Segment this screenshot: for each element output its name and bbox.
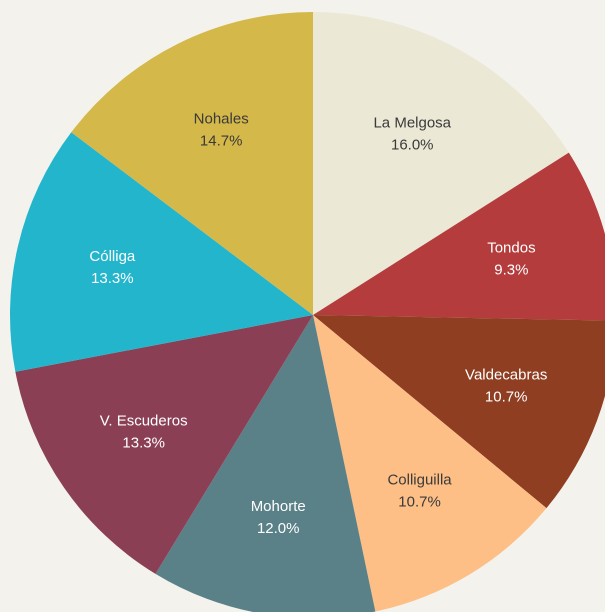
slice-value-label: 14.7% (200, 133, 243, 150)
pie-slice (15, 315, 313, 574)
pie-slice (155, 315, 376, 612)
slice-label: Valdecabras (465, 367, 547, 384)
slice-value-label: 13.3% (91, 270, 134, 287)
slice-label: Tondos (487, 239, 535, 256)
pie-slice (313, 315, 547, 612)
pie-slice (313, 12, 569, 315)
pie-slice (313, 152, 605, 321)
slice-label: Nohales (194, 111, 249, 128)
slice-value-label: 10.7% (485, 389, 528, 406)
slice-label: Colliguilla (387, 471, 452, 488)
slice-value-label: 16.0% (391, 136, 434, 153)
pie-slice (9, 132, 313, 372)
slice-label: La Melgosa (373, 114, 451, 131)
slice-label: V. Escuderos (100, 412, 188, 429)
slice-label: Mohorte (251, 498, 306, 515)
slice-value-label: 13.3% (122, 434, 165, 451)
pie-slice (71, 12, 314, 315)
pie-slice (313, 315, 605, 509)
slice-value-label: 12.0% (257, 520, 300, 537)
slice-value-label: 9.3% (494, 261, 528, 278)
slice-label: Cólliga (89, 248, 136, 265)
slice-value-label: 10.7% (398, 493, 441, 510)
